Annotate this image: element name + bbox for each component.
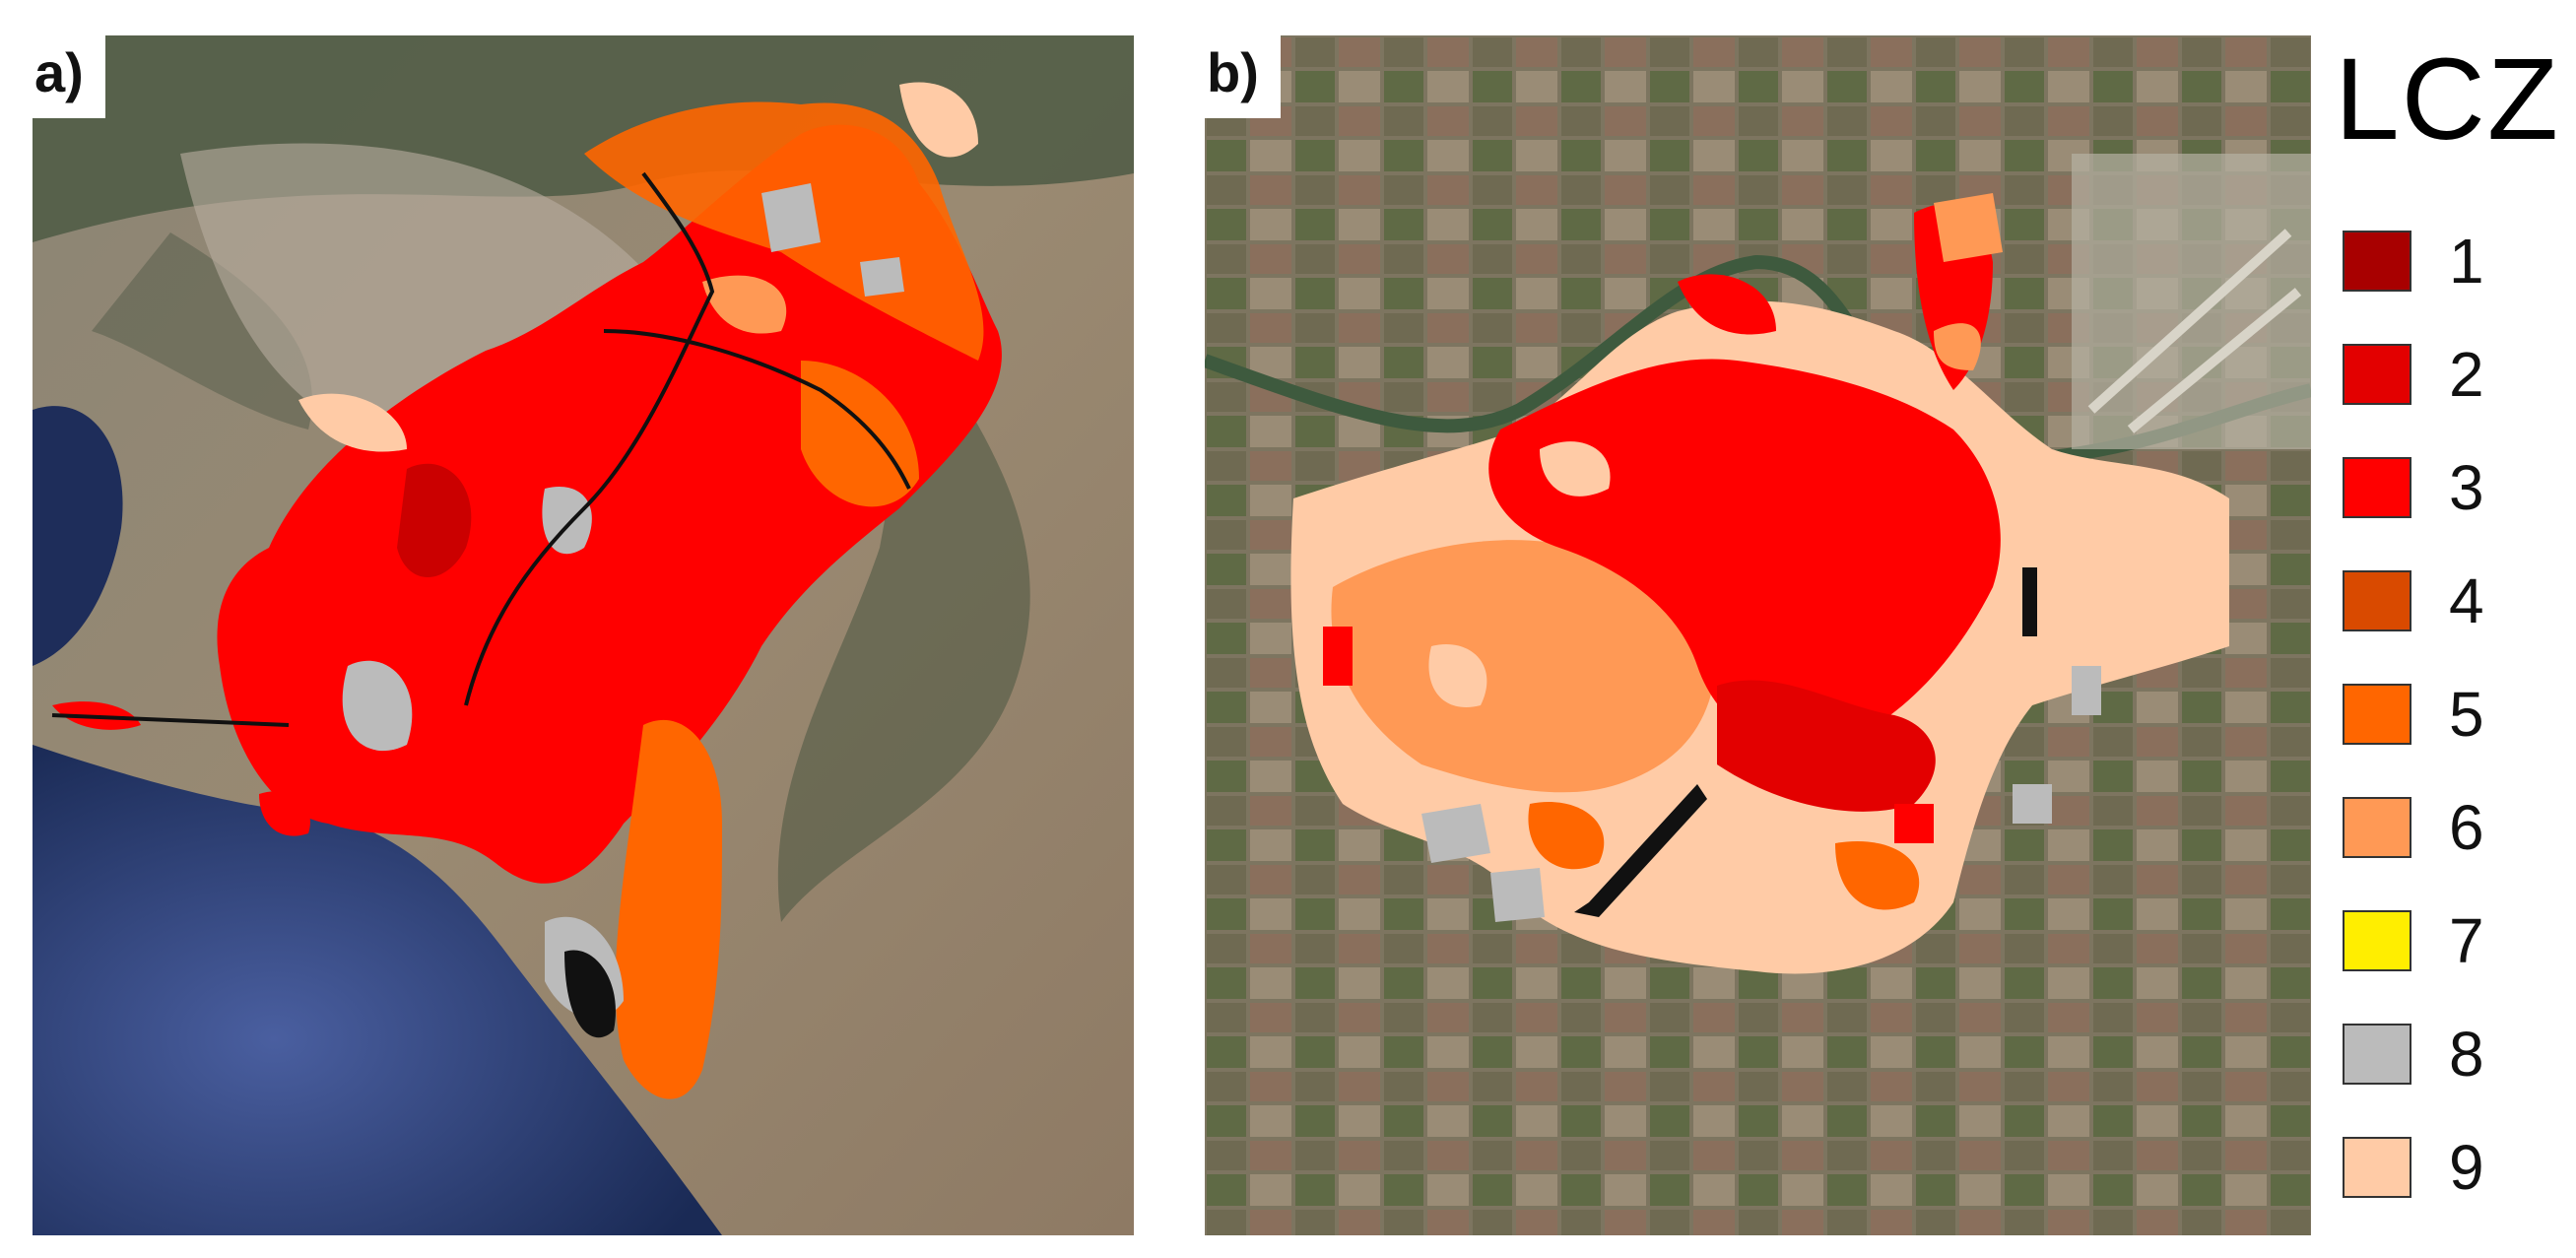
sea-bay-west [33, 406, 123, 666]
legend-item-2: 2 [2343, 340, 2484, 409]
legend-item-6: 6 [2343, 793, 2484, 862]
road-network [51, 171, 911, 727]
panel-label-a: a) [33, 35, 105, 118]
legend-label: 3 [2449, 452, 2484, 523]
airfield [2072, 154, 2311, 449]
runway [2087, 229, 2302, 433]
legend-swatch [2343, 797, 2411, 858]
legend-label: 4 [2449, 565, 2484, 636]
legend-item-8: 8 [2343, 1020, 2484, 1089]
river [1205, 254, 2311, 468]
legend-label: 6 [2449, 792, 2484, 863]
legend-item-9: 9 [2343, 1133, 2484, 1202]
mountain-east [777, 331, 1030, 922]
legend-label: 7 [2449, 905, 2484, 976]
map-a-svg [33, 35, 1134, 1235]
legend-swatch [2343, 684, 2411, 745]
legend-item-5: 5 [2343, 680, 2484, 749]
map-panel-a: a) [33, 35, 1134, 1235]
map-b-svg [1205, 35, 2311, 1235]
legend-title: LCZ [2335, 34, 2560, 165]
legend-label: 5 [2449, 679, 2484, 750]
legend-label: 1 [2449, 226, 2484, 297]
mountain-west [92, 232, 312, 430]
lcz-overlay-a [52, 82, 1002, 1099]
legend-swatch [2343, 1137, 2411, 1198]
legend-swatch [2343, 231, 2411, 292]
legend-swatch [2343, 910, 2411, 971]
legend-swatch [2343, 457, 2411, 518]
lcz-overlay-b [1290, 193, 2229, 974]
legend-item-1: 1 [2343, 227, 2484, 296]
legend-label: 2 [2449, 339, 2484, 410]
legend-swatch [2343, 570, 2411, 631]
legend-label: 8 [2449, 1019, 2484, 1090]
legend-item-7: 7 [2343, 906, 2484, 975]
panel-label-b: b) [1205, 35, 1281, 118]
legend-swatch [2343, 344, 2411, 405]
map-panel-b: b) [1205, 35, 2311, 1235]
legend-swatch [2343, 1024, 2411, 1085]
sea-gulf [33, 745, 722, 1235]
legend-label: 9 [2449, 1132, 2484, 1203]
legend-item-3: 3 [2343, 453, 2484, 522]
legend-item-4: 4 [2343, 566, 2484, 635]
